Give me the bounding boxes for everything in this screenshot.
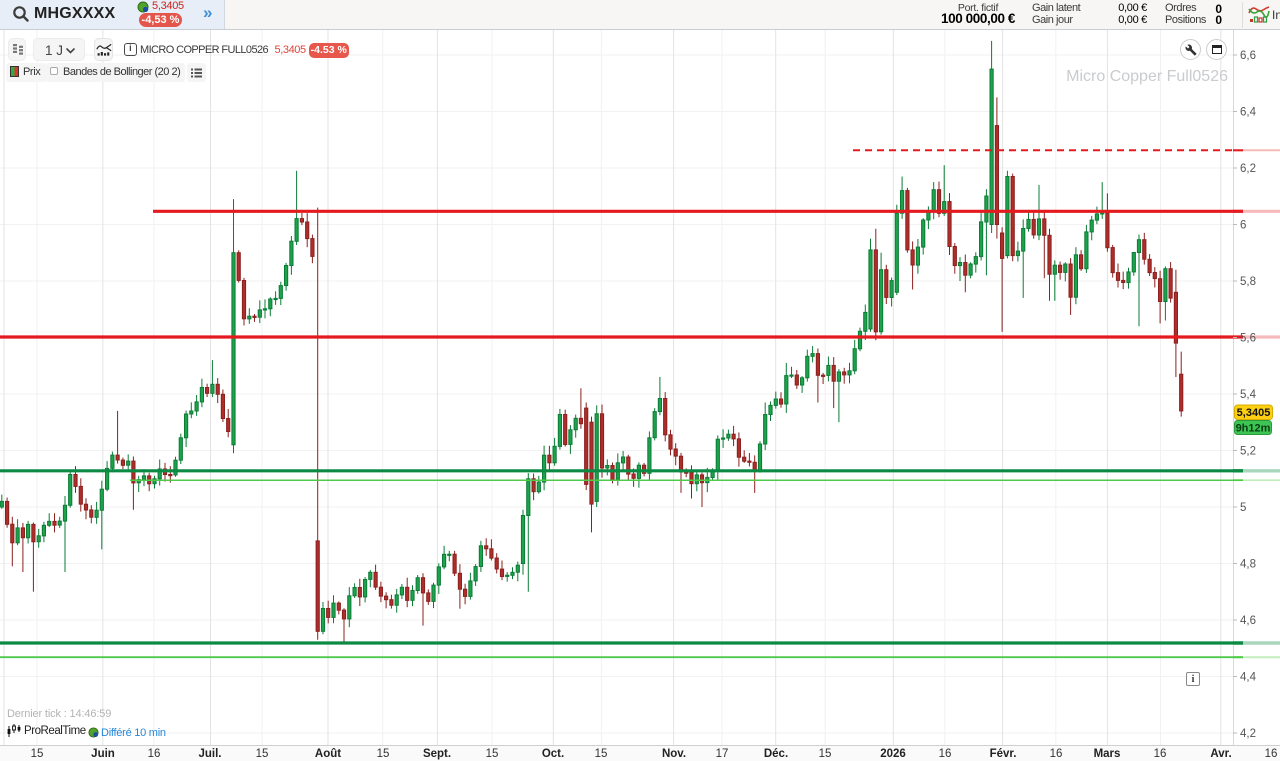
svg-text:6,2: 6,2 — [1240, 163, 1256, 175]
svg-text:5,2: 5,2 — [1240, 446, 1256, 458]
svg-text:6,4: 6,4 — [1240, 107, 1257, 119]
svg-text:5,8: 5,8 — [1240, 276, 1256, 288]
svg-text:6,6: 6,6 — [1240, 50, 1256, 62]
svg-text:5,3405: 5,3405 — [1237, 407, 1271, 419]
svg-text:5: 5 — [1240, 502, 1246, 514]
svg-text:4,6: 4,6 — [1240, 615, 1256, 627]
svg-text:5,4: 5,4 — [1240, 389, 1257, 401]
svg-text:4,4: 4,4 — [1240, 672, 1257, 684]
svg-text:9h12m: 9h12m — [1236, 422, 1271, 434]
svg-text:6: 6 — [1240, 220, 1246, 232]
svg-text:4,8: 4,8 — [1240, 559, 1256, 571]
svg-text:4,2: 4,2 — [1240, 728, 1256, 740]
svg-text:5,6: 5,6 — [1240, 333, 1256, 345]
